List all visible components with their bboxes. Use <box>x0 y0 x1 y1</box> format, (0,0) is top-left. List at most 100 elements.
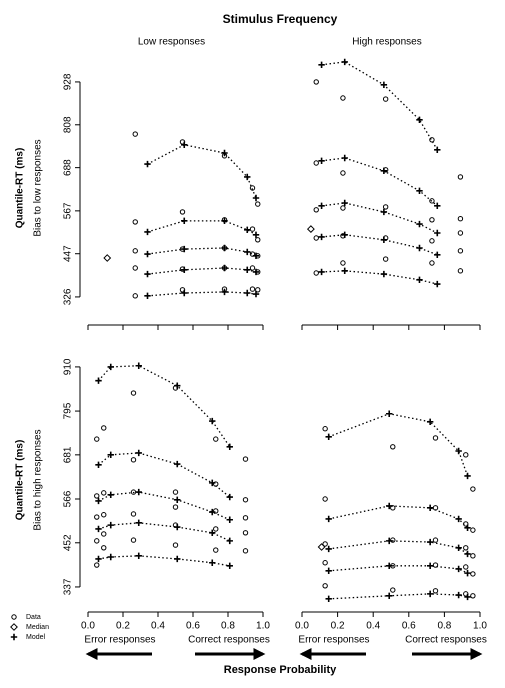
model-point <box>107 521 114 529</box>
model-point <box>426 418 434 426</box>
model-point <box>341 267 348 275</box>
y-axis-title: Quantile-RT (ms) <box>15 148 26 229</box>
model-point <box>95 461 102 469</box>
model-point <box>144 250 151 258</box>
model-point <box>434 229 441 237</box>
model-point <box>464 593 471 601</box>
model-line <box>321 61 438 151</box>
data-point <box>249 251 256 257</box>
median-point <box>306 225 315 233</box>
data-point <box>94 562 100 568</box>
data-point <box>242 456 249 462</box>
legend-symbol <box>11 614 17 620</box>
x-tick-label: 1.0 <box>256 621 270 632</box>
model-point <box>416 244 423 252</box>
model-point <box>107 553 114 561</box>
data-point <box>179 287 186 293</box>
model-line <box>321 270 438 285</box>
data-point <box>382 204 389 210</box>
model-point <box>144 292 151 300</box>
model-line <box>98 555 230 567</box>
model-point <box>318 202 325 210</box>
model-point <box>95 377 102 384</box>
model-point <box>386 502 393 510</box>
model-point <box>226 537 233 545</box>
y-tick-label: 688 <box>63 159 74 176</box>
data-point <box>242 548 249 554</box>
y-tick-label: 447 <box>63 245 74 262</box>
model-line <box>98 365 231 448</box>
y-axis-subtitle: Bias to low responses <box>33 139 44 236</box>
data-point <box>457 174 464 180</box>
data-point <box>213 526 219 532</box>
model-line <box>147 291 257 297</box>
x-tick-label: 0.6 <box>186 621 200 632</box>
model-point <box>107 451 114 459</box>
data-point <box>172 542 179 548</box>
y-tick-label: 795 <box>63 402 74 419</box>
model-point <box>135 552 142 560</box>
model-point <box>244 266 251 273</box>
model-point <box>252 268 260 276</box>
model-point <box>386 410 393 417</box>
model-point <box>318 157 325 165</box>
model-point <box>464 524 471 532</box>
x-tick-label: 0.2 <box>116 621 130 632</box>
data-point <box>313 79 319 85</box>
model-point <box>221 217 228 225</box>
data-point <box>249 226 256 232</box>
model-point <box>434 280 441 288</box>
model-point <box>181 141 188 148</box>
model-line <box>147 247 257 257</box>
model-point <box>209 559 216 566</box>
model-point <box>95 555 102 563</box>
model-point <box>107 491 114 498</box>
model-point <box>426 590 434 598</box>
model-point <box>226 493 233 501</box>
legend-symbol <box>10 623 18 631</box>
model-point <box>341 154 348 162</box>
annotation: Correct responses <box>405 635 487 646</box>
y-tick-label: 681 <box>63 446 74 463</box>
data-point <box>390 587 396 593</box>
data-point <box>322 426 328 432</box>
data-point <box>132 131 138 137</box>
data-point <box>101 425 107 431</box>
model-point <box>341 58 348 66</box>
model-point <box>174 555 181 563</box>
data-point <box>242 497 249 503</box>
model-line <box>147 267 257 275</box>
model-line <box>98 491 231 521</box>
model-line <box>328 413 469 477</box>
y-tick-label: 567 <box>63 202 74 219</box>
model-point <box>380 167 388 175</box>
model-point <box>209 417 216 425</box>
model-point <box>386 562 393 570</box>
data-point <box>457 248 464 254</box>
model-point <box>95 525 102 533</box>
model-line <box>328 565 468 574</box>
model-point <box>325 595 332 603</box>
model-point <box>144 228 151 236</box>
model-line <box>321 234 438 256</box>
data-point <box>313 160 319 166</box>
model-point <box>416 116 423 123</box>
model-point <box>426 562 434 570</box>
model-point <box>252 252 260 260</box>
data-point <box>429 198 435 204</box>
model-point <box>221 264 228 272</box>
model-point <box>416 187 423 195</box>
model-point <box>174 460 181 468</box>
data-point <box>470 593 476 599</box>
data-point <box>132 293 138 299</box>
model-point <box>464 569 471 577</box>
column-title: High responses <box>352 37 421 48</box>
data-point <box>382 96 389 102</box>
model-point <box>455 447 462 455</box>
model-point <box>455 544 462 551</box>
data-point <box>213 436 219 442</box>
data-point <box>255 287 261 293</box>
y-axis-subtitle: Bias to high responses <box>33 429 44 530</box>
model-point <box>426 504 434 512</box>
